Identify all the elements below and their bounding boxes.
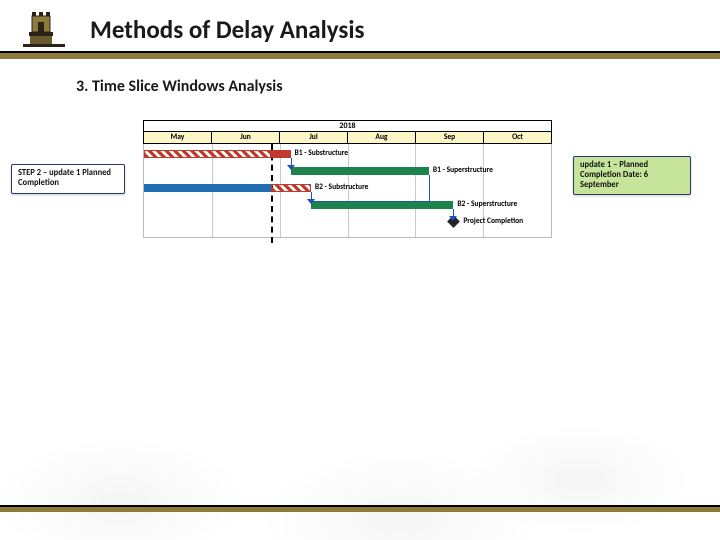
arrowhead-icon: [307, 199, 315, 204]
gantt-month-cell: Sep: [416, 132, 484, 144]
page-title: Methods of Delay Analysis: [90, 14, 720, 51]
gantt-gridline: [415, 144, 416, 237]
bar-label: B1 - Substructure: [295, 149, 349, 158]
header: Methods of Delay Analysis: [0, 0, 720, 51]
gantt-year-row: 2018: [143, 120, 552, 132]
bar-b2-sub: [144, 184, 271, 192]
bar-b2-sub-h: [271, 184, 310, 192]
bar-label: Project Completion: [463, 217, 523, 226]
arrowhead-icon: [449, 216, 457, 221]
bar-label: B2 - Superstructure: [457, 200, 517, 209]
status-line: [271, 144, 273, 243]
callout-text: update 1 – Planned Completion Date: 6 Se…: [580, 160, 648, 190]
callout-update1: update 1 – Planned Completion Date: 6 Se…: [573, 156, 691, 195]
bar-b2-super: [311, 201, 453, 209]
tower-logo-icon: [20, 8, 68, 48]
gantt-months-row: MayJunJulAugSepOct: [143, 132, 552, 144]
gantt-month-cell: Jul: [280, 132, 348, 144]
footer-rule: [0, 505, 720, 512]
bar-label: B2 - Substructure: [315, 183, 369, 192]
gantt-month-cell: Oct: [484, 132, 552, 144]
callout-step2: STEP 2 – update 1 Planned Completion: [11, 164, 125, 194]
gantt-chart: STEP 2 – update 1 Planned Completion upd…: [33, 120, 687, 250]
bar-b1-sub2: [271, 150, 290, 158]
arrowhead-icon: [287, 165, 295, 170]
gantt-month-cell: May: [144, 132, 212, 144]
callout-text: STEP 2 – update 1 Planned Completion: [18, 168, 111, 188]
gantt-month-cell: Jun: [212, 132, 280, 144]
bar-b1-super: [291, 167, 429, 175]
header-rule: [0, 51, 720, 59]
gantt-month-cell: Aug: [348, 132, 416, 144]
gantt-grid: 2018 MayJunJulAugSepOct B1 - Substructur…: [143, 120, 552, 240]
gantt-body: B1 - Substructure B1 - Superstructure B2 -…: [143, 144, 552, 238]
bar-label: B1 - Superstructure: [433, 166, 493, 175]
section-subtitle: 3. Time Slice Windows Analysis: [0, 59, 720, 96]
bar-b1-sub: [144, 150, 271, 158]
connector: [429, 175, 430, 201]
connector: [311, 201, 429, 202]
